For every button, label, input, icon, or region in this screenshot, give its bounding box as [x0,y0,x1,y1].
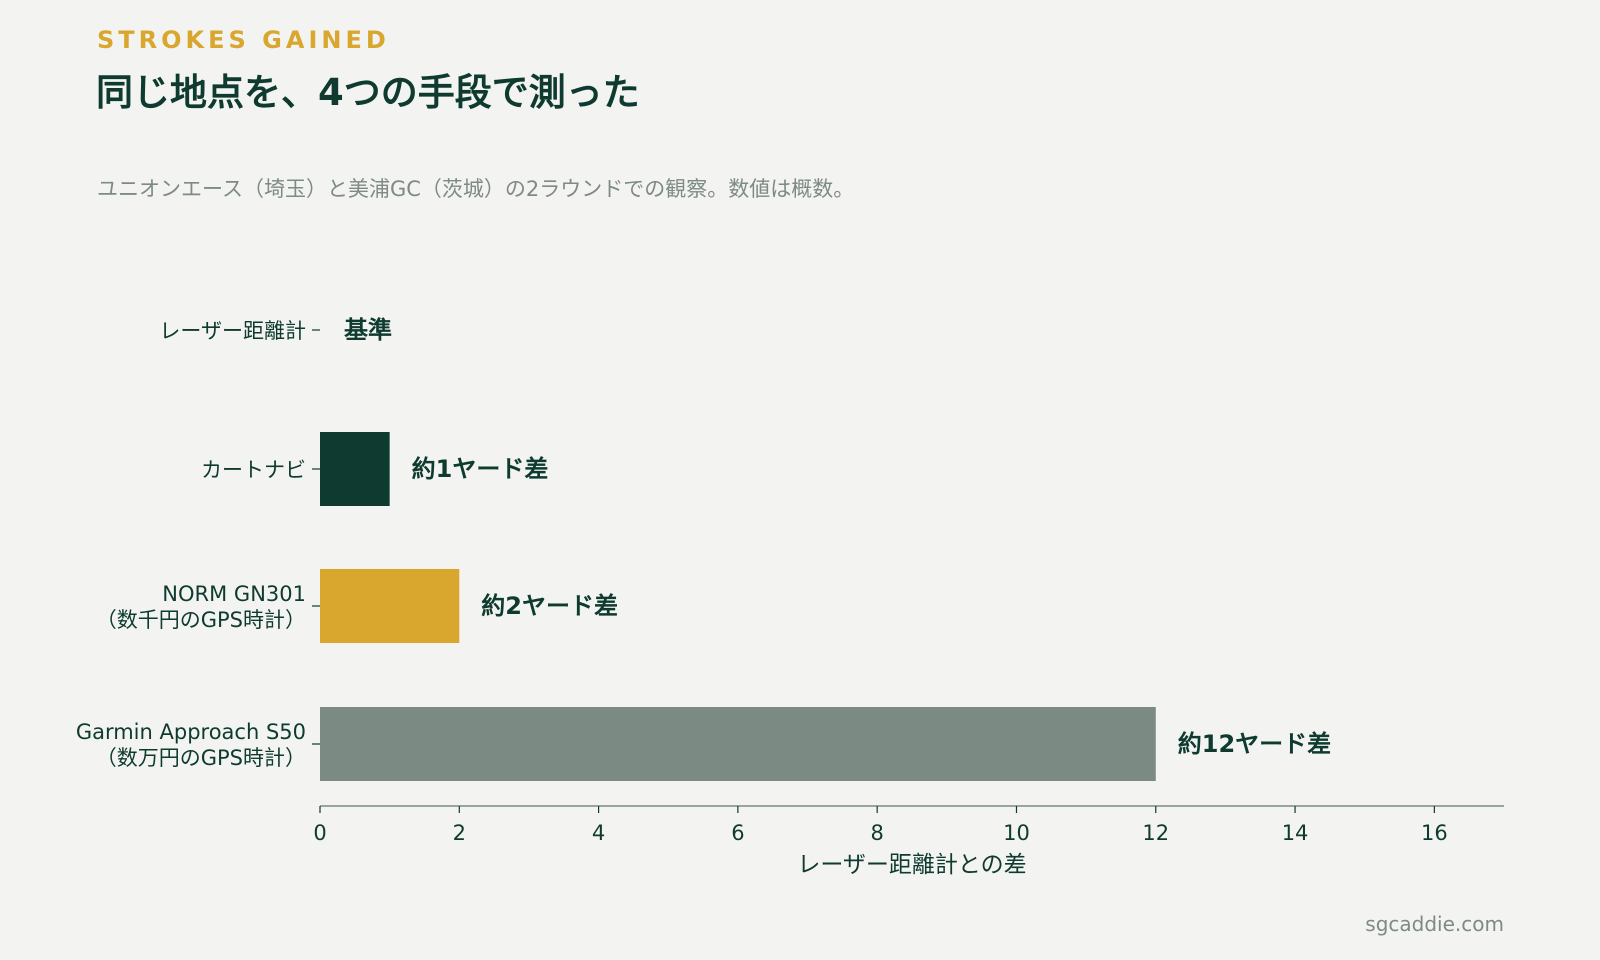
x-tick-label: 0 [313,821,326,845]
y-tick-label: NORM GN301 [162,582,306,606]
y-tick-label: （数千円のGPS時計） [96,608,306,632]
chart-title: 同じ地点を、4つの手段で測った [96,71,640,114]
chart-subtitle: ユニオンエース（埼玉）と美浦GC（茨城）の2ラウンドでの観察。数値は概数。 [97,177,855,201]
x-tick-label: 4 [592,821,605,845]
data-label: 約1ヤード差 [412,455,549,483]
data-label: 基準 [344,316,392,344]
y-tick-label: Garmin Approach S50 [76,720,306,744]
x-tick-label: 12 [1142,821,1169,845]
x-tick-label: 6 [731,821,744,845]
y-tick-label: カートナビ [201,458,306,482]
y-tick-label: （数万円のGPS時計） [96,746,306,770]
x-tick-label: 8 [870,821,883,845]
x-tick-label: 2 [453,821,466,845]
data-label: 約2ヤード差 [481,592,618,620]
source-credit: sgcaddie.com [1365,912,1504,936]
bar [320,432,390,506]
bar [320,707,1156,781]
y-tick-label: レーザー距離計 [159,319,306,343]
x-tick-label: 16 [1421,821,1448,845]
data-label: 約12ヤード差 [1178,730,1331,758]
x-tick-label: 14 [1282,821,1309,845]
kicker-label: STROKES GAINED [97,26,390,54]
x-tick-label: 10 [1003,821,1030,845]
x-axis-title: レーザー距離計との差 [797,852,1026,878]
bar [320,569,460,643]
